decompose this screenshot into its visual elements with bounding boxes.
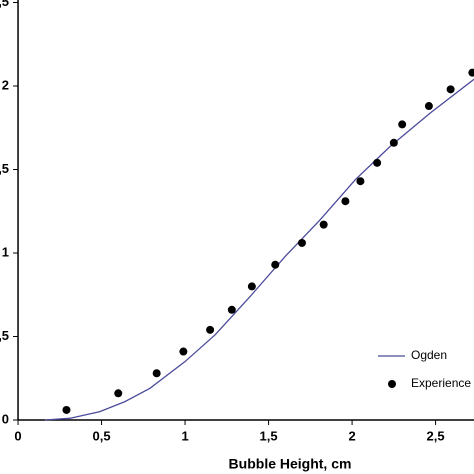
data-point <box>297 238 306 247</box>
data-point <box>424 102 433 111</box>
y-tick-label: 2 <box>2 77 9 92</box>
data-point <box>206 325 215 334</box>
x-tick-label: 1,5 <box>260 428 278 443</box>
x-tick-label: 0 <box>14 428 21 443</box>
data-point <box>446 85 455 94</box>
data-point <box>398 120 407 129</box>
x-tick-label: 1 <box>181 428 188 443</box>
data-point <box>247 282 256 291</box>
x-tick-label: 2 <box>348 428 355 443</box>
legend-dot <box>388 380 396 388</box>
x-tick-label: 2,5 <box>427 428 445 443</box>
data-point <box>152 369 161 378</box>
x-tick-label: 0,5 <box>93 428 111 443</box>
data-point <box>179 347 188 356</box>
data-point <box>468 68 474 77</box>
data-point <box>319 220 328 229</box>
y-tick-label: 1,5 <box>0 161 9 176</box>
data-point <box>271 260 280 269</box>
y-tick-label: 1 <box>2 244 9 259</box>
legend-label: Experience <box>411 376 471 390</box>
legend-label: Ogden <box>411 348 447 362</box>
data-point <box>227 305 236 314</box>
x-axis-label: Bubble Height, cm <box>229 456 352 472</box>
data-point <box>373 158 382 167</box>
data-point <box>356 177 365 186</box>
data-point <box>341 197 350 206</box>
data-point <box>114 389 123 398</box>
data-point <box>62 405 71 414</box>
y-tick-label: 0,5 <box>0 328 9 343</box>
y-tick-label: 2,5 <box>0 0 9 9</box>
ogden-line <box>44 78 474 421</box>
data-point <box>389 138 398 147</box>
y-tick-label: 0 <box>2 411 9 426</box>
